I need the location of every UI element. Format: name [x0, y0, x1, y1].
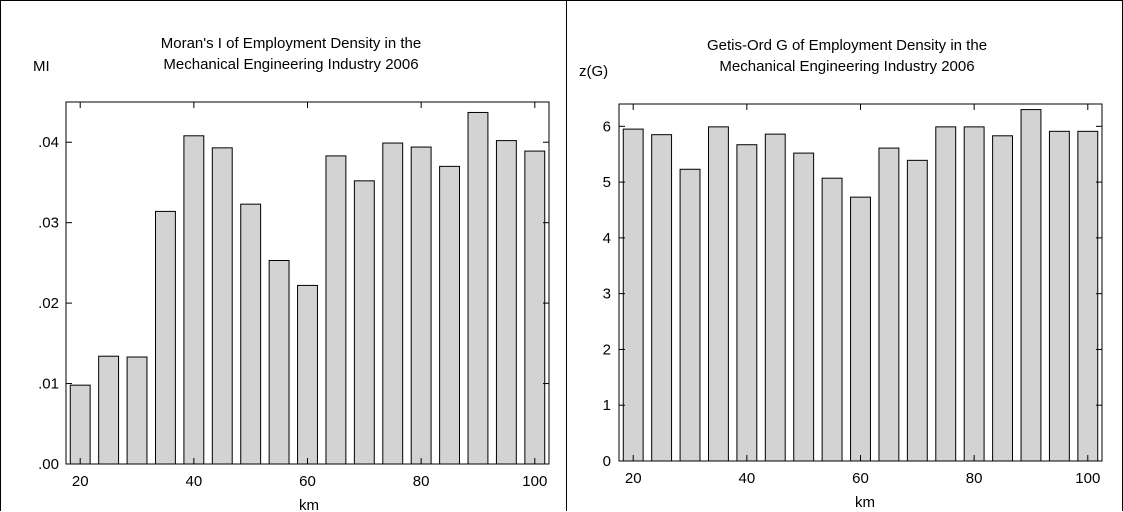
bar — [1020, 109, 1042, 462]
bar — [736, 144, 758, 462]
x-tick-label: 60 — [852, 470, 869, 487]
chart-panel-getis-ord-g: Getis-Ord G of Employment Density in the… — [567, 0, 1123, 511]
bar — [1048, 130, 1070, 462]
ticks-group: .00 .01 .02 .03 .04 20 40 60 80 100 — [38, 102, 549, 490]
ticks-group: 0 1 2 3 4 5 6 20 40 60 80 100 — [603, 104, 1102, 487]
bar — [268, 259, 290, 465]
bar — [439, 165, 460, 465]
x-tick-label: 40 — [739, 470, 756, 487]
bar — [353, 180, 375, 465]
plot-frame — [618, 103, 1103, 462]
bar — [963, 126, 985, 462]
chart-title: Getis-Ord G of Employment Density in the — [707, 37, 987, 54]
x-tick-label: 20 — [625, 470, 642, 487]
x-tick-label: 100 — [522, 473, 547, 490]
bar — [240, 203, 262, 465]
bar — [467, 111, 489, 465]
bar — [155, 210, 176, 465]
y-tick-label: .00 — [38, 456, 59, 473]
bar — [325, 155, 347, 465]
chart-title: Moran's I of Employment Density in the — [161, 35, 421, 52]
y-tick-label: .03 — [38, 215, 59, 232]
x-axis-label: km — [299, 497, 319, 512]
bar — [906, 159, 928, 462]
bar — [651, 134, 673, 462]
bar — [183, 135, 205, 465]
bar — [992, 135, 1013, 462]
y-tick-label: 4 — [603, 230, 611, 247]
bar — [764, 133, 786, 462]
bars-group — [622, 109, 1099, 462]
getis-ord-g-bar-chart: Getis-Ord G of Employment Density in the… — [579, 37, 1103, 511]
bar — [410, 146, 432, 465]
x-tick-label: 60 — [299, 473, 316, 490]
y-tick-label: 1 — [603, 397, 611, 414]
bar — [679, 168, 701, 462]
y-tick-label: .02 — [38, 295, 59, 312]
bar — [1077, 130, 1099, 462]
y-axis-label: MI — [33, 58, 50, 75]
y-axis-label: z(G) — [579, 63, 608, 80]
bar — [850, 196, 871, 462]
y-tick-label: .04 — [38, 134, 59, 151]
y-tick-label: .01 — [38, 376, 59, 393]
x-tick-label: 80 — [966, 470, 983, 487]
x-tick-label: 40 — [186, 473, 203, 490]
plot-frame — [65, 101, 550, 465]
y-tick-label: 3 — [603, 286, 611, 303]
bar — [821, 177, 843, 462]
x-tick-label: 100 — [1075, 470, 1100, 487]
x-tick-label: 20 — [72, 473, 89, 490]
morans-i-bar-chart: Moran's I of Employment Density in the M… — [33, 35, 550, 512]
x-tick-label: 80 — [413, 473, 430, 490]
y-tick-label: 0 — [603, 453, 611, 470]
y-tick-label: 2 — [603, 341, 611, 358]
bar — [297, 284, 318, 465]
bar — [622, 128, 644, 462]
bar — [382, 142, 404, 465]
y-tick-label: 5 — [603, 174, 611, 191]
bar — [69, 384, 91, 465]
chart-subtitle: Mechanical Engineering Industry 2006 — [163, 56, 418, 73]
chart-panel-morans-i: Moran's I of Employment Density in the M… — [0, 0, 567, 512]
bar — [935, 126, 957, 462]
bar — [793, 152, 815, 462]
bar — [524, 150, 546, 465]
bar — [126, 356, 148, 465]
chart-subtitle: Mechanical Engineering Industry 2006 — [719, 58, 974, 75]
x-axis-label: km — [855, 494, 875, 511]
bar — [708, 126, 729, 462]
bar — [495, 140, 517, 465]
bar — [211, 147, 233, 465]
bar — [878, 147, 900, 462]
bar — [98, 355, 120, 465]
bars-group — [69, 111, 546, 465]
y-tick-label: 6 — [603, 118, 611, 135]
